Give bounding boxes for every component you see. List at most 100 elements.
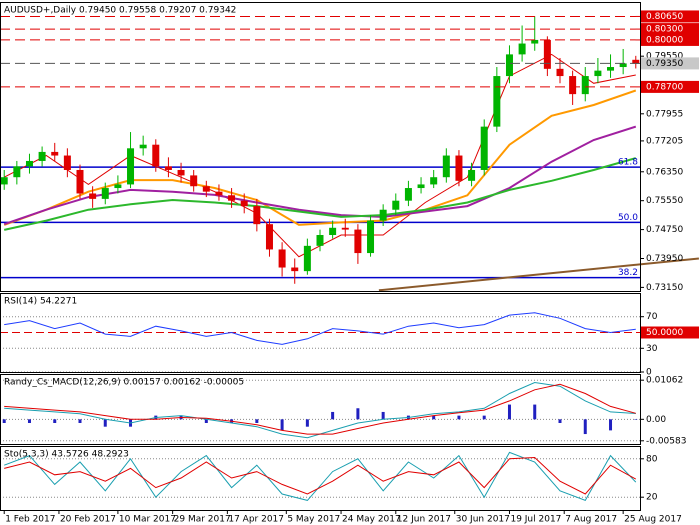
histogram-bar [356,408,360,420]
panel [0,312,640,372]
y-tick-label: 0.00 [646,415,666,425]
candle-body [619,63,627,68]
price-level-box [641,57,699,70]
candle-body [76,169,84,194]
y-tick-label: 0.73150 [646,283,683,293]
candle-body [63,155,71,170]
candle-body [392,200,400,210]
histogram-bar [583,419,587,435]
candle-body [379,209,387,221]
trend-line [378,257,699,291]
candle-body [240,200,248,207]
histogram-bar [27,419,31,423]
candle-body [594,70,602,77]
y-tick-label: 0.74750 [646,225,683,235]
candle-body [127,148,135,185]
panel [0,451,640,502]
y-tick-label: 0.73950 [646,254,683,264]
candle-body [278,249,286,268]
histogram-bar [280,419,284,431]
candle-body [291,267,299,272]
candle-body [25,160,33,167]
histogram-bar [482,415,486,420]
candle-body [341,227,349,230]
candle-body [480,126,488,170]
x-tick-label: 12 Jun 2017 [397,515,451,525]
indicator-line [4,451,637,502]
candle-body [404,188,412,201]
candle-body [89,193,97,199]
histogram-bar [53,419,57,423]
candle-body [442,155,450,178]
price-level-box [641,80,699,93]
candle-body [367,220,375,254]
price-level-box [641,10,699,23]
price-level-label: 0.80300 [646,25,683,35]
price-level-label: 0.80650 [646,12,683,22]
moving-average [3,157,637,231]
candle-body [632,59,640,64]
price-level-box [641,33,699,46]
panel-frame [0,374,641,445]
candle-body [253,206,261,225]
candle-body [455,155,463,181]
x-tick-label: 30 Jun 2017 [456,515,510,525]
indicator-line [4,383,636,435]
price-level-label: 0.79350 [646,59,683,69]
fibonacci-label: 61.8 [618,158,638,168]
candle-body [493,76,501,127]
panel-title: Randy_Cs_MACD(12,26,9) 0.00157 0.00162 -… [4,378,244,388]
y-tick-label: -0.00583 [646,436,686,446]
histogram-bar [255,419,259,423]
histogram-bar [558,419,562,423]
candle-body [13,166,21,178]
panel-title: RSI(14) 54.2271 [4,297,77,307]
candle-body [265,224,273,250]
candle-body [190,175,198,187]
fibonacci-label: 50.0 [618,213,638,223]
y-tick-label: 20 [646,493,658,503]
histogram-bar [432,415,436,420]
candle-body [228,195,236,201]
y-tick-label: 0.77205 [646,136,683,146]
histogram-bar [609,419,613,431]
candle-body [101,188,109,199]
x-tick-label: 20 Feb 2017 [60,515,116,525]
x-tick-label: 19 Jul 2017 [510,515,561,525]
y-tick-label: 0 [646,368,652,378]
price-level-label: 0.80000 [646,35,683,45]
histogram-bar [457,415,461,420]
candle-body [38,151,46,161]
candle-body [329,227,337,236]
panel-title: Sto(5,3,3) 43.5726 48.2923 [4,450,129,460]
candle-body [531,39,539,44]
histogram-bar [533,404,537,420]
price-level-box [641,23,699,36]
panel-title: AUDUSD+,Daily 0.79450 0.79558 0.79207 0.… [4,6,236,16]
candle-body [468,169,476,181]
histogram-bar [204,419,208,423]
candle-body [215,191,223,196]
histogram-bar [331,411,335,420]
candle-body [177,169,185,176]
moving-average [3,125,637,226]
histogram-bar [305,419,309,427]
candle-body [0,177,8,185]
candle-body [139,144,147,149]
x-tick-label: 7 Aug 2017 [565,515,617,525]
candle-body [518,43,526,55]
price-level-label: 0.78700 [646,82,683,92]
histogram-bar [2,419,6,423]
candle-body [164,166,172,170]
candle-body [114,184,122,189]
panel-frame [0,2,641,292]
y-tick-label: 80 [646,454,658,464]
y-tick-label: 0.75550 [646,196,683,206]
y-tick-label: 30 [646,344,658,354]
panel [0,379,640,442]
candle-body [581,76,589,95]
candle-body [430,177,438,185]
candle-body [556,68,564,77]
fibonacci-label: 38.2 [618,268,638,278]
x-tick-label: 17 Apr 2017 [228,515,284,525]
